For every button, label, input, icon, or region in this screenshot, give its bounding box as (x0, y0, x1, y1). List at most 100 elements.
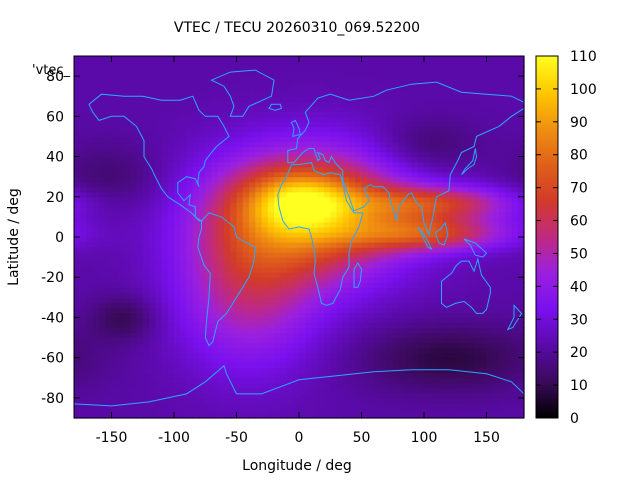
heatmap-cell (349, 377, 356, 384)
heatmap-cell (192, 116, 200, 122)
heatmap-cell (155, 382, 163, 389)
heatmap-cell (349, 111, 356, 117)
heatmap-cell (517, 71, 525, 77)
heatmap-cell (192, 312, 200, 319)
heatmap-cell (155, 312, 163, 319)
heatmap-cell (174, 412, 181, 419)
heatmap-cell (192, 216, 200, 223)
heatmap-cell (399, 121, 406, 127)
heatmap-cell (417, 352, 425, 359)
heatmap-cell (386, 327, 394, 334)
heatmap-cell (142, 151, 150, 158)
heatmap-cell (174, 352, 181, 359)
heatmap-cell (242, 136, 250, 143)
heatmap-cell (174, 292, 181, 298)
heatmap-cell (511, 312, 519, 319)
heatmap-cell (467, 111, 475, 117)
heatmap-cell (499, 176, 506, 183)
heatmap-cell (442, 242, 450, 248)
heatmap-cell (336, 216, 344, 223)
heatmap-cell (149, 201, 156, 208)
heatmap-cell (111, 357, 119, 364)
heatmap-cell (330, 171, 338, 178)
heatmap-cell (467, 357, 475, 364)
heatmap-cell (161, 247, 169, 253)
heatmap-cell (480, 191, 488, 198)
heatmap-cell (74, 211, 81, 218)
heatmap-cell (80, 277, 88, 283)
heatmap-cell (292, 357, 300, 364)
heatmap-cell (286, 312, 294, 319)
heatmap-cell (99, 337, 106, 344)
heatmap-cell (105, 262, 113, 268)
heatmap-cell (255, 131, 263, 138)
heatmap-cell (167, 156, 175, 163)
heatmap-cell (80, 101, 88, 107)
heatmap-cell (180, 76, 188, 82)
heatmap-cell (155, 111, 163, 117)
heatmap-cell (361, 372, 369, 379)
heatmap-cell (274, 146, 281, 153)
heatmap-cell (411, 312, 419, 319)
heatmap-cell (105, 211, 113, 218)
heatmap-cell (186, 146, 194, 153)
heatmap-cell (311, 101, 319, 107)
heatmap-cell (249, 252, 256, 258)
heatmap-cell (255, 277, 263, 283)
heatmap-cell (367, 237, 375, 243)
heatmap-cell (274, 171, 281, 178)
heatmap-cell (267, 257, 275, 263)
heatmap-cell (167, 91, 175, 97)
heatmap-cell (336, 116, 344, 122)
heatmap-cell (274, 226, 281, 233)
heatmap-cell (486, 161, 494, 168)
heatmap-cell (236, 151, 244, 158)
heatmap-cell (436, 347, 444, 354)
heatmap-cell (149, 151, 156, 158)
heatmap-cell (411, 257, 419, 263)
heatmap-cell (442, 191, 450, 198)
heatmap-cell (124, 106, 131, 112)
heatmap-cell (486, 362, 494, 369)
heatmap-cell (474, 226, 481, 233)
heatmap-cell (380, 136, 388, 143)
heatmap-cell (317, 126, 325, 133)
heatmap-cell (136, 221, 144, 228)
heatmap-cell (142, 66, 150, 72)
heatmap-cell (505, 91, 513, 97)
heatmap-cell (505, 257, 513, 263)
heatmap-cell (342, 287, 350, 293)
heatmap-cell (274, 387, 281, 394)
heatmap-cell (174, 211, 181, 218)
heatmap-cell (505, 141, 513, 148)
heatmap-cell (336, 382, 344, 389)
heatmap-cell (236, 201, 244, 208)
heatmap-cell (455, 91, 463, 97)
heatmap-cell (167, 151, 175, 158)
heatmap-cell (74, 262, 81, 268)
heatmap-cell (380, 221, 388, 228)
heatmap-cell (461, 262, 469, 268)
heatmap-cell (124, 292, 131, 298)
heatmap-cell (161, 242, 169, 248)
heatmap-cell (367, 186, 375, 193)
heatmap-cell (511, 392, 519, 399)
heatmap-cell (336, 277, 344, 283)
heatmap-cell (86, 282, 94, 288)
heatmap-cell (92, 116, 100, 122)
heatmap-cell (324, 226, 331, 233)
heatmap-cell (224, 206, 231, 213)
heatmap-cell (142, 407, 150, 414)
heatmap-cell (286, 307, 294, 314)
heatmap-cell (149, 206, 156, 213)
heatmap-cell (136, 201, 144, 208)
heatmap-cell (286, 337, 294, 344)
heatmap-cell (467, 382, 475, 389)
heatmap-cell (117, 307, 125, 314)
heatmap-cell (124, 161, 131, 168)
heatmap-cell (124, 362, 131, 369)
heatmap-cell (517, 352, 525, 359)
heatmap-cell (317, 377, 325, 384)
heatmap-cell (192, 342, 200, 349)
heatmap-cell (130, 116, 138, 122)
